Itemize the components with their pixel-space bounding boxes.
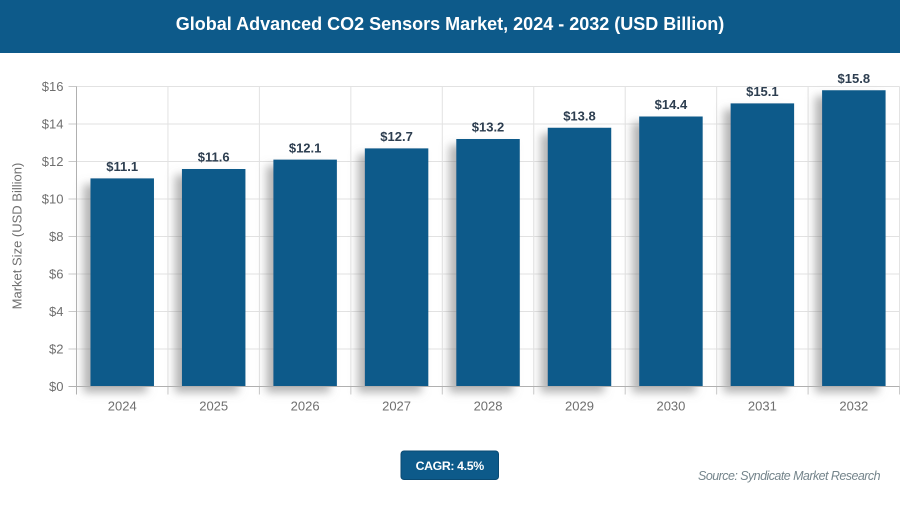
svg-text:Global Advanced CO2 Sensors Ma: Global Advanced CO2 Sensors Market, 2024… bbox=[176, 14, 725, 34]
svg-text:$11.1: $11.1 bbox=[106, 159, 138, 174]
svg-text:$0: $0 bbox=[49, 379, 63, 394]
svg-text:Source: Syndicate Market Resea: Source: Syndicate Market Research bbox=[698, 469, 881, 483]
svg-text:2024: 2024 bbox=[108, 398, 137, 413]
svg-text:$6: $6 bbox=[49, 267, 63, 282]
svg-text:$10: $10 bbox=[42, 192, 64, 207]
svg-text:$16: $16 bbox=[42, 79, 64, 94]
svg-text:$13.2: $13.2 bbox=[472, 120, 505, 135]
svg-text:$15.1: $15.1 bbox=[746, 84, 779, 99]
svg-text:$14.4: $14.4 bbox=[655, 97, 688, 112]
svg-text:2028: 2028 bbox=[474, 398, 503, 413]
svg-text:2030: 2030 bbox=[656, 398, 685, 413]
svg-text:CAGR: 4.5%: CAGR: 4.5% bbox=[416, 459, 485, 473]
svg-text:Market Size (USD Billion): Market Size (USD Billion) bbox=[10, 163, 25, 310]
svg-text:$11.6: $11.6 bbox=[198, 150, 230, 165]
svg-text:2032: 2032 bbox=[839, 398, 868, 413]
svg-text:2025: 2025 bbox=[199, 398, 228, 413]
svg-text:$2: $2 bbox=[49, 342, 63, 357]
svg-text:$8: $8 bbox=[49, 229, 63, 244]
svg-text:$4: $4 bbox=[49, 304, 63, 319]
svg-text:$13.8: $13.8 bbox=[563, 108, 596, 123]
svg-text:$12.7: $12.7 bbox=[380, 129, 413, 144]
svg-text:2026: 2026 bbox=[291, 398, 320, 413]
svg-text:2027: 2027 bbox=[382, 398, 411, 413]
svg-text:$12: $12 bbox=[42, 154, 64, 169]
svg-text:2029: 2029 bbox=[565, 398, 594, 413]
svg-text:$12.1: $12.1 bbox=[289, 140, 322, 155]
svg-text:2031: 2031 bbox=[748, 398, 777, 413]
svg-text:$14: $14 bbox=[42, 117, 64, 132]
svg-text:$15.8: $15.8 bbox=[838, 71, 871, 86]
